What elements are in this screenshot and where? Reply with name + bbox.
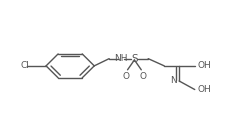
Text: O: O <box>140 72 147 81</box>
Text: NH: NH <box>114 54 127 63</box>
Text: OH: OH <box>197 85 211 94</box>
Text: Cl: Cl <box>21 61 30 70</box>
Text: S: S <box>131 54 138 64</box>
Text: O: O <box>122 72 129 81</box>
Text: N: N <box>170 76 177 85</box>
Text: OH: OH <box>197 61 211 70</box>
